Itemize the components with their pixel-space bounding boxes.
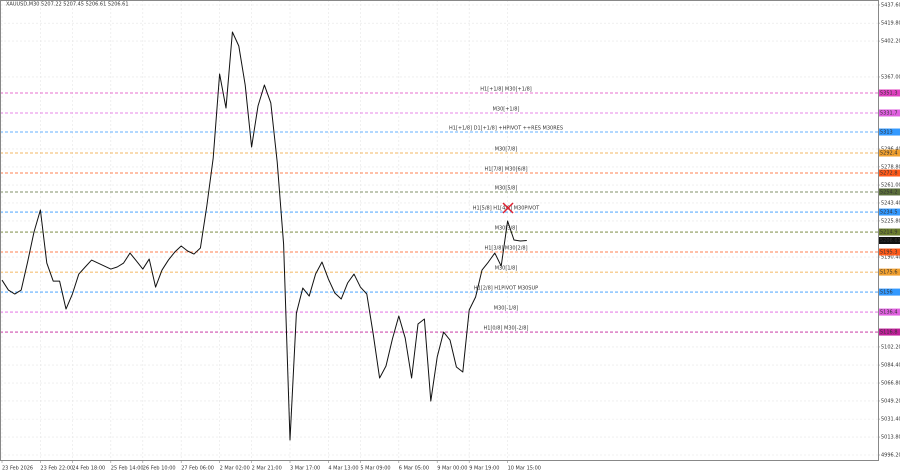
level-label: M30[-1/8] [494, 306, 518, 312]
level-label: M30[3/8] [495, 226, 518, 232]
level-label: H1[+1/8] D1[+1/8] +HPIVOT ++RES M30RES [449, 126, 563, 132]
level-price-box [879, 89, 900, 97]
x-tick-label: 2 Mar 21:00 [252, 466, 282, 472]
level-label: H1[7/8] M30[6/8] [484, 167, 527, 173]
level-price-box [879, 188, 900, 196]
level-label: H1[+1/8] M30[+1/8] [480, 86, 532, 92]
levels: H1[+1/8] M30[+1/8] M30[+1/8] H1[+1/8] D1[+… [0, 86, 878, 333]
x-tick-label: 9 Mar 00:00 [437, 466, 467, 472]
x-tick-label: 25 Feb 14:00 [111, 466, 144, 472]
level-price: 5292.4 [880, 151, 898, 157]
y-tick-label: 5084.40 [881, 363, 900, 369]
level-price: 5331.7 [880, 110, 898, 116]
y-tick-label: 5367.00 [881, 74, 900, 80]
y-tick-label: 4996.20 [881, 453, 900, 459]
level-price: 5175.6 [880, 270, 898, 276]
level-price: 5313 [880, 130, 893, 136]
level-price-box [879, 109, 900, 117]
plot [1, 31, 527, 441]
y-tick-label: 5402.20 [881, 39, 900, 45]
x-tick-label: 27 Feb 06:00 [181, 466, 214, 472]
x-tick-label: 3 Mar 17:00 [290, 466, 320, 472]
price-line [1, 31, 527, 441]
level-price: 5254.2 [880, 189, 898, 195]
price-axis: 5437.60 5419.80 5402.20 5367.00 5296.40 5278.… [1, 3, 900, 472]
level-price-box [879, 268, 900, 276]
x-tick-label: 6 Mar 05:00 [399, 466, 429, 472]
x-tick-label: 5 Mar 09:00 [360, 466, 390, 472]
chart-title: XAUUSD,M30 5207.22 5207.45 5206.61 5206.… [6, 2, 129, 8]
y-tick-label: 5296.40 [881, 146, 900, 152]
level-price: 5116.8 [880, 330, 898, 336]
x-tick-label: 23 Feb 22:00 [40, 466, 73, 472]
level-price-box [879, 248, 900, 256]
level-label: M30[5/8] [495, 185, 518, 191]
level-price: 5272.8 [880, 171, 898, 177]
level-price-box [879, 128, 900, 136]
y-tick-label: 5102.20 [881, 344, 900, 350]
last-price: 5206.61 [880, 238, 900, 244]
marker-x [502, 202, 514, 214]
y-tick-label: 5190.40 [881, 255, 900, 261]
level-label: H1[0/8] M30[-2/8] [484, 326, 529, 332]
level-price: 5156 [880, 290, 893, 296]
last-price-box [879, 236, 900, 244]
level-label: M30[+1/8] [493, 106, 520, 112]
y-tick-label: 5419.80 [881, 21, 900, 27]
level-label: M30[7/8] [495, 147, 518, 153]
level-label: H1[3/8] M30[2/8] [484, 246, 527, 252]
level-label: H1[2/8] H1PIVOT M30SUP [474, 286, 538, 292]
level-price-box [879, 169, 900, 177]
x-tick-label: 24 Feb 18:00 [72, 466, 105, 472]
level-label: M30[1/8] [495, 266, 518, 272]
level-price: 5136.4 [880, 310, 898, 316]
y-tick-label: 5013.80 [881, 435, 900, 441]
y-tick-label: 5243.40 [881, 200, 900, 206]
x-tick-label: 9 Mar 19:00 [469, 466, 499, 472]
level-price: 5234.5 [880, 210, 898, 216]
y-tick-label: 5049.20 [881, 398, 900, 404]
x-tick-label: 2 Mar 02:00 [220, 466, 250, 472]
level-price-box [879, 228, 900, 236]
y-tick-label: 5031.40 [881, 417, 900, 423]
x-tick-label: 4 Mar 13:00 [328, 466, 358, 472]
level-price-box [879, 208, 900, 216]
level-price: 5195.3 [880, 250, 898, 256]
y-tick-label: 5437.60 [881, 3, 900, 9]
x-tick-label: 23 Feb 2026 [2, 466, 33, 472]
level-price-box [879, 308, 900, 316]
level-price-box [879, 149, 900, 157]
y-tick-label: 5261.00 [881, 183, 900, 189]
y-tick-label: 5225.80 [881, 218, 900, 224]
y-tick-label: 5278.80 [881, 164, 900, 170]
x-tick-label: 26 Feb 10:00 [143, 466, 176, 472]
marker-stroke [502, 202, 514, 214]
level-price-box [879, 288, 900, 296]
level-price: 5351.3 [880, 90, 898, 96]
plot-frame [0, 0, 879, 461]
level-price-box [879, 328, 900, 336]
x-tick-label: 10 Mar 15:00 [508, 466, 541, 472]
y-tick-label: 5066.80 [881, 381, 900, 387]
level-price: 5214.9 [880, 230, 898, 236]
